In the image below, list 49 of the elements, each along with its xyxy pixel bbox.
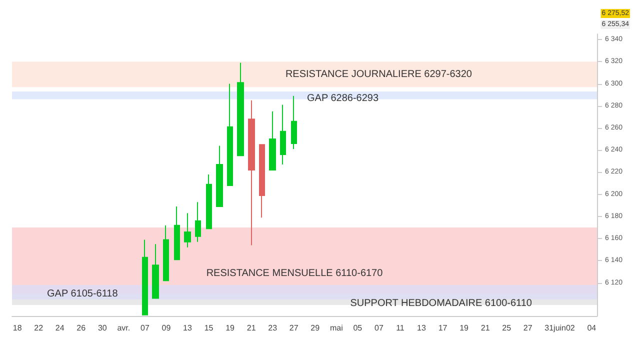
x-tick-label: 19 — [460, 324, 470, 332]
x-tick-label: 27 — [523, 324, 533, 332]
x-tick-label: 17 — [438, 324, 448, 332]
x-tick-label: 25 — [502, 324, 512, 332]
x-tick-label: 13 — [183, 324, 192, 332]
x-tick-label: 23 — [268, 324, 278, 332]
band-label: GAP 6105-6118 — [47, 288, 118, 300]
x-tick-label: 05 — [353, 324, 363, 332]
x-tick-label: 22 — [34, 324, 44, 332]
candlestick — [216, 145, 223, 208]
x-tick-label: 02 — [566, 324, 576, 332]
x-tick-label: 04 — [587, 324, 597, 332]
x-tick-label: 24 — [55, 324, 65, 332]
candlestick — [174, 206, 180, 260]
candlestick — [237, 62, 244, 156]
x-tick-label: 18 — [12, 324, 22, 332]
candlestick — [195, 202, 201, 242]
candlestick — [163, 224, 169, 282]
x-tick-label: 11 — [396, 324, 405, 332]
band-label: SUPPORT HEBDOMADAIRE 6100-6110 — [350, 298, 532, 309]
x-tick-label: juin — [552, 324, 566, 332]
x-tick-label: 26 — [76, 324, 86, 332]
band-label: GAP 6286-6293 — [307, 93, 379, 104]
x-tick-label: 30 — [98, 324, 108, 332]
x-tick-label: 21 — [480, 324, 490, 332]
x-tick-label: 09 — [162, 324, 172, 332]
x-tick-label: 13 — [417, 324, 426, 332]
band-label: RESISTANCE MENSUELLE 6110-6170 — [206, 268, 384, 280]
x-tick-label: 15 — [204, 324, 214, 332]
candlestick — [248, 100, 255, 246]
x-tick-label: 29 — [310, 324, 320, 332]
candlestick — [291, 95, 297, 150]
x-tick-label: 07 — [374, 324, 384, 332]
candlestick — [184, 212, 191, 248]
candlestick — [227, 83, 233, 186]
band-label: RESISTANCE JOURNALIERE 6297-6320 — [285, 68, 472, 80]
candlestick — [152, 244, 159, 299]
x-tick-label: 21 — [246, 324, 256, 332]
candlestick — [280, 104, 286, 165]
candlestick — [269, 110, 276, 171]
x-tick-label: mai — [330, 324, 344, 332]
candlestick — [206, 174, 212, 230]
candlestick — [259, 144, 265, 218]
x-tick-label: 07 — [140, 324, 150, 332]
x-tick-label: 27 — [289, 324, 299, 332]
candlestick — [142, 239, 148, 316]
x-tick-label: avr. — [117, 324, 130, 332]
x-tick-label: 31 — [544, 324, 554, 332]
x-tick-label: 19 — [226, 324, 236, 332]
